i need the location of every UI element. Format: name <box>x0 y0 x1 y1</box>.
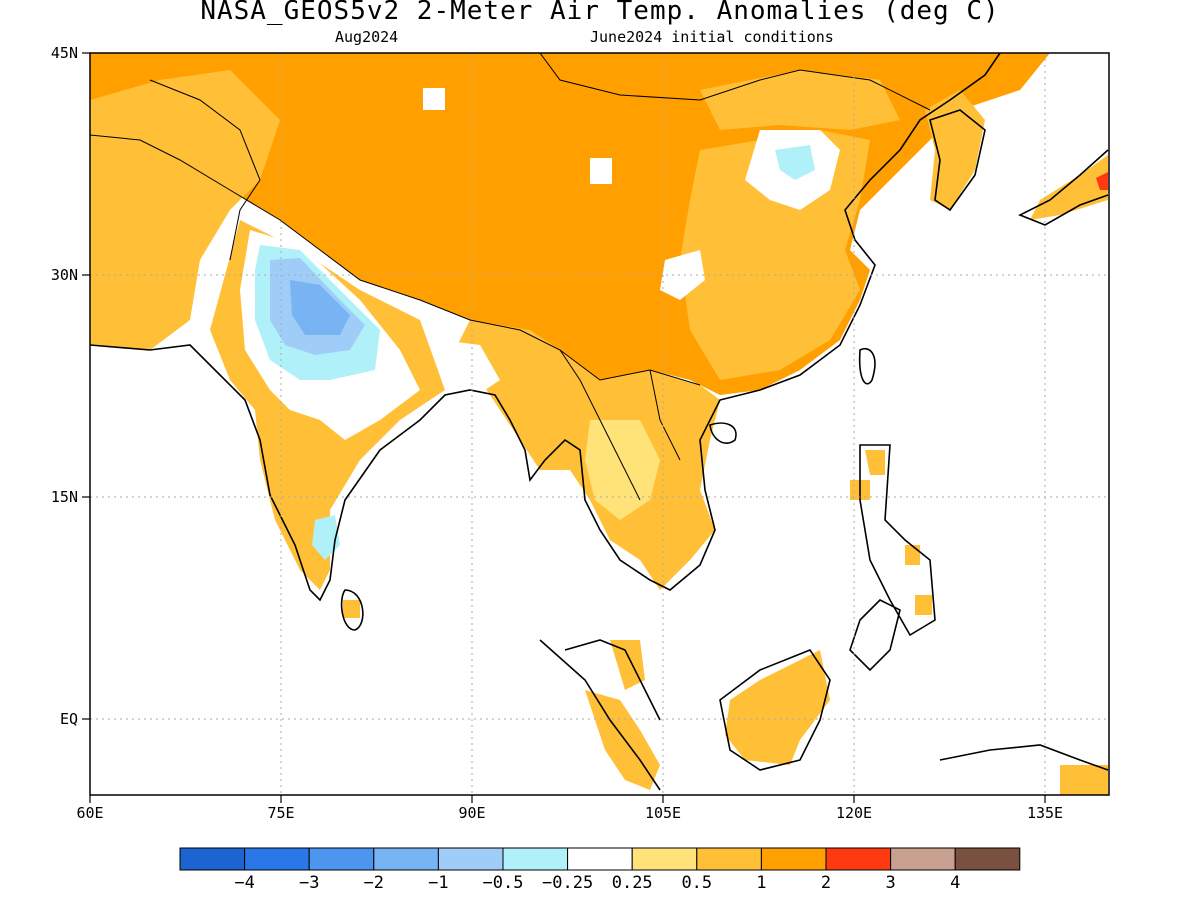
region-mongolia-light <box>700 70 900 130</box>
colorbar-label: 1 <box>756 873 766 893</box>
colorbar-swatch <box>890 847 956 871</box>
region-china-white-patch <box>660 250 705 300</box>
colorbar-label: 2 <box>821 873 831 893</box>
x-tick-120e: 120E <box>836 804 872 822</box>
tick-marks <box>82 52 1046 803</box>
region-korea <box>925 90 985 210</box>
x-tick-105e: 105E <box>645 804 681 822</box>
colorbar-label: −1 <box>428 873 448 893</box>
map-frame <box>89 52 1110 796</box>
region-sri-lanka <box>343 600 360 618</box>
initial-conditions: June2024 initial conditions <box>590 28 834 46</box>
colorbar-swatch <box>696 847 762 871</box>
colorbar-swatch <box>244 847 310 871</box>
colorbar-label: 3 <box>885 873 895 893</box>
colorbar-swatch <box>825 847 892 871</box>
region-japan-hot <box>1096 172 1108 190</box>
map-field <box>90 53 1109 795</box>
colorbar-swatch <box>954 847 1021 871</box>
region-bangladesh-white <box>440 340 500 400</box>
country-borders <box>90 53 931 501</box>
x-tick-75e: 75E <box>267 804 294 822</box>
colorbar-label: −2 <box>364 873 384 893</box>
map-title: NASA_GEOS5v2 2-Meter Air Temp. Anomalies… <box>200 0 1000 26</box>
colorbar-swatch <box>567 847 633 871</box>
colorbar-label: −3 <box>299 873 319 893</box>
colorbar-swatch <box>373 847 439 871</box>
y-tick-30n: 30N <box>51 266 78 284</box>
grid-lines <box>90 53 1109 795</box>
region-sumatra <box>585 690 660 790</box>
colorbar-label: −0.5 <box>483 873 524 893</box>
coastlines <box>90 53 1109 791</box>
region-north-china-cool <box>775 145 815 180</box>
y-tick-15n: 15N <box>51 488 78 506</box>
region-tibet-white-2 <box>590 158 612 184</box>
region-japan <box>1030 155 1108 220</box>
colorbar-label: −4 <box>234 873 254 893</box>
colorbar-label: 0.25 <box>612 873 653 893</box>
x-tick-90e: 90E <box>458 804 485 822</box>
colorbar-swatch <box>308 847 375 871</box>
colorbar-swatch <box>502 847 569 871</box>
colorbar-label: 4 <box>950 873 960 893</box>
colorbar-swatch <box>760 847 827 871</box>
region-new-guinea <box>1060 765 1108 795</box>
valid-month: Aug2024 <box>335 28 399 46</box>
colorbar-label: −0.25 <box>542 873 593 893</box>
region-thailand-light <box>585 420 660 520</box>
x-tick-135e: 135E <box>1027 804 1063 822</box>
region-philippines <box>850 450 932 615</box>
region-tibet-white <box>423 88 445 110</box>
y-tick-45n: 45N <box>51 44 78 62</box>
region-india-colder <box>290 280 350 335</box>
region-malaya <box>610 640 645 690</box>
colorbar-swatch <box>631 847 698 871</box>
y-tick-eq: EQ <box>60 710 78 728</box>
x-tick-60e: 60E <box>76 804 103 822</box>
colorbar-swatch <box>437 847 504 871</box>
colorbar-swatch <box>179 847 246 871</box>
region-south-india-cool <box>312 515 340 560</box>
colorbar-label: 0.5 <box>681 873 712 893</box>
colorbar: −4 −3 −2 −1 −0.5 −0.25 0.25 0.5 1 2 3 4 <box>179 847 1021 893</box>
region-borneo <box>725 650 830 765</box>
